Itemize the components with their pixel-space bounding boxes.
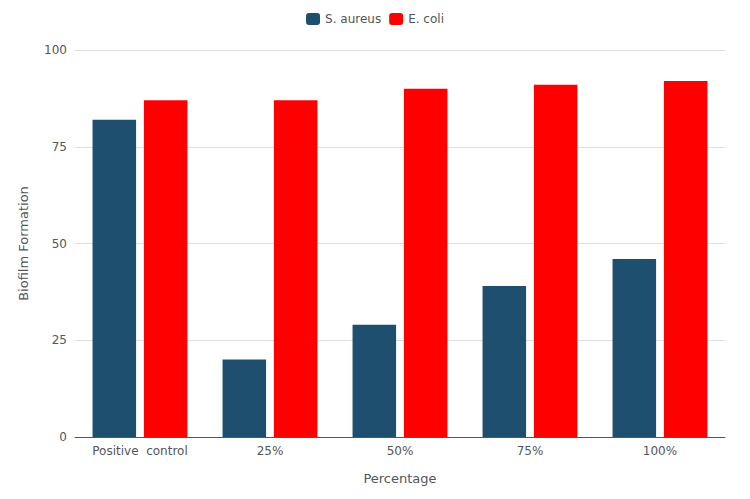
svg-text:100: 100 (44, 43, 67, 57)
svg-text:Positive control: Positive control (92, 444, 187, 458)
svg-text:0: 0 (59, 430, 67, 444)
svg-text:50: 50 (52, 237, 67, 251)
svg-text:Biofilm Formation: Biofilm Formation (16, 186, 31, 301)
svg-text:75: 75 (52, 140, 67, 154)
svg-text:25: 25 (52, 333, 67, 347)
svg-text:50%: 50% (387, 444, 414, 458)
svg-text:25%: 25% (257, 444, 284, 458)
svg-text:Percentage: Percentage (363, 471, 436, 486)
svg-text:100%: 100% (643, 444, 677, 458)
svg-text:75%: 75% (517, 444, 544, 458)
svg-text:E. coli: E. coli (408, 12, 444, 26)
svg-text:S. aureus: S. aureus (325, 12, 381, 26)
